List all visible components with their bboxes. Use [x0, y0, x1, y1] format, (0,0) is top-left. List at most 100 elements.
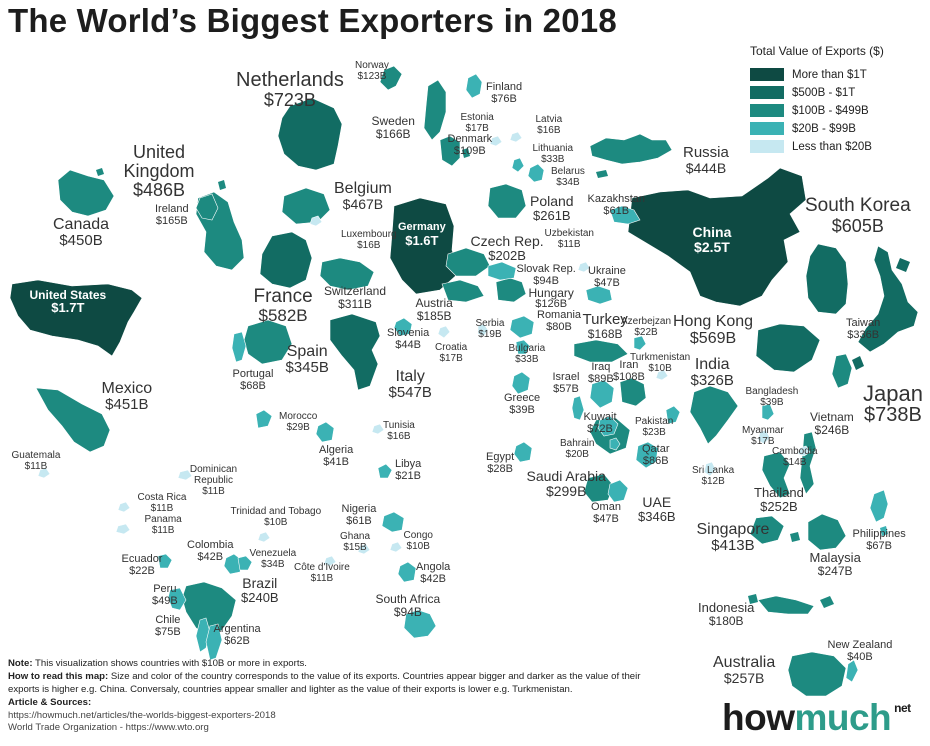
- country-value: $40B: [847, 650, 873, 663]
- country-label: United States $1.7T: [30, 288, 107, 316]
- country-shape: [487, 261, 517, 281]
- country-value: $261B: [533, 207, 571, 223]
- country-label: China $2.5T: [693, 224, 732, 256]
- country-label: Libya $21B: [395, 458, 421, 483]
- country-name: Ukraine: [588, 265, 626, 277]
- country-value: $76B: [491, 92, 517, 105]
- country-shape: [627, 167, 807, 307]
- country-shape: [277, 97, 343, 171]
- country-label: Brazil $240B: [241, 575, 279, 605]
- country-name: Portugal: [232, 368, 274, 380]
- country-name: Indonesia: [698, 599, 755, 615]
- country-value: $11B: [310, 572, 334, 584]
- country-shape: [573, 339, 629, 363]
- country-label: Sweden $166B: [372, 115, 415, 141]
- country-label: Bulgaria $33B: [509, 343, 546, 366]
- country-shape: [869, 489, 889, 523]
- country-shape: [845, 659, 859, 683]
- country-name: Thailand: [754, 485, 804, 500]
- country-name: Czech Rep.: [470, 232, 544, 249]
- country-name: Australia: [713, 654, 776, 671]
- country-label: Taiwan $336B: [846, 317, 880, 342]
- country-label: United Kingdom $486B: [104, 142, 214, 201]
- country-shape: [237, 555, 253, 571]
- country-name: Oman: [591, 501, 621, 513]
- country-label: Hong Kong $569B: [673, 313, 753, 348]
- country-shape: [403, 609, 437, 639]
- country-shape: [607, 479, 629, 503]
- howto-label: How to read this map:: [8, 671, 109, 683]
- country-label: Guatemala $11B: [12, 450, 61, 473]
- country-label: Netherlands $723B: [236, 69, 344, 111]
- country-name: Bahrain: [560, 438, 595, 449]
- country-name: Qatar: [642, 443, 670, 455]
- country-value: $41B: [323, 455, 349, 468]
- country-name: Singapore: [696, 520, 770, 538]
- country-shape: [665, 405, 681, 425]
- country-shape: [181, 581, 237, 639]
- country-value: $16B: [537, 124, 561, 136]
- country-shape: [761, 403, 775, 421]
- country-shape: [755, 323, 821, 373]
- country-name: South Korea: [805, 195, 911, 216]
- country-shape: [761, 451, 791, 499]
- country-shape: [609, 437, 621, 451]
- legend-item: $500B - $1T: [750, 84, 926, 101]
- country-shape: [820, 596, 834, 608]
- country-shape: [167, 587, 187, 611]
- country-value: $94B: [533, 274, 559, 287]
- country-label: Saudi Arabia $299B: [527, 468, 606, 499]
- country-value: $20B: [565, 448, 589, 460]
- country-label: Iraq $89B: [588, 361, 614, 386]
- country-label: Australia $257B: [713, 654, 775, 686]
- country-label: Norway $123B: [355, 60, 389, 83]
- country-shape: [319, 257, 375, 291]
- country-value: $1.7T: [51, 300, 85, 316]
- country-shape: [423, 79, 447, 141]
- country-label: Peru $49B: [152, 583, 178, 608]
- country-value: $451B: [105, 395, 149, 413]
- country-value: $2.5T: [694, 239, 730, 256]
- country-shape: [857, 245, 919, 353]
- country-value: $166B: [375, 126, 411, 141]
- country-name: Morocco: [279, 411, 318, 422]
- country-name: Vietnam: [810, 410, 854, 424]
- country-shape: [439, 135, 461, 167]
- country-label: Austria $185B: [416, 297, 453, 323]
- country-shape: [96, 168, 104, 176]
- map-title: The World’s Biggest Exporters in 2018: [8, 2, 617, 39]
- country-shape: [790, 532, 800, 542]
- country-label: Greece $39B: [504, 392, 540, 417]
- country-name: Estonia: [460, 112, 494, 123]
- country-shape: [805, 243, 849, 315]
- legend-items: More than $1T $500B - $1T $100B - $499B $20…: [750, 66, 926, 155]
- country-shape: [329, 313, 381, 391]
- country-label: Croatia $17B: [435, 342, 467, 365]
- country-shape: [896, 258, 910, 272]
- country-label: Kuwait $72B: [584, 411, 617, 436]
- legend-swatch: [750, 104, 784, 117]
- country-shape: [389, 197, 461, 295]
- country-value: $86B: [642, 454, 669, 467]
- country-value: $10B: [264, 516, 288, 528]
- country-name: Iraq: [591, 361, 611, 373]
- country-value: $444B: [685, 159, 727, 176]
- country-name: Luxembourg: [341, 229, 397, 240]
- country-shape: [477, 323, 489, 337]
- country-shape: [281, 187, 331, 225]
- country-shape: [797, 445, 811, 457]
- country-value: $11B: [151, 524, 175, 536]
- country-label: Romania $80B: [537, 309, 581, 334]
- country-name: Sri Lanka: [692, 465, 735, 476]
- legend-swatch: [750, 86, 784, 99]
- country-label: Philippines $67B: [853, 528, 906, 553]
- country-value: $42B: [197, 550, 224, 563]
- country-name: UAE: [642, 493, 672, 510]
- country-label: South Korea $605B: [805, 195, 911, 236]
- brand-much: much: [794, 697, 892, 738]
- legend-item: More than $1T: [750, 66, 926, 83]
- country-value: $10B: [406, 540, 430, 552]
- country-value: $16B: [357, 239, 381, 251]
- country-value: $16B: [387, 430, 411, 442]
- country-value: $109B: [453, 144, 486, 157]
